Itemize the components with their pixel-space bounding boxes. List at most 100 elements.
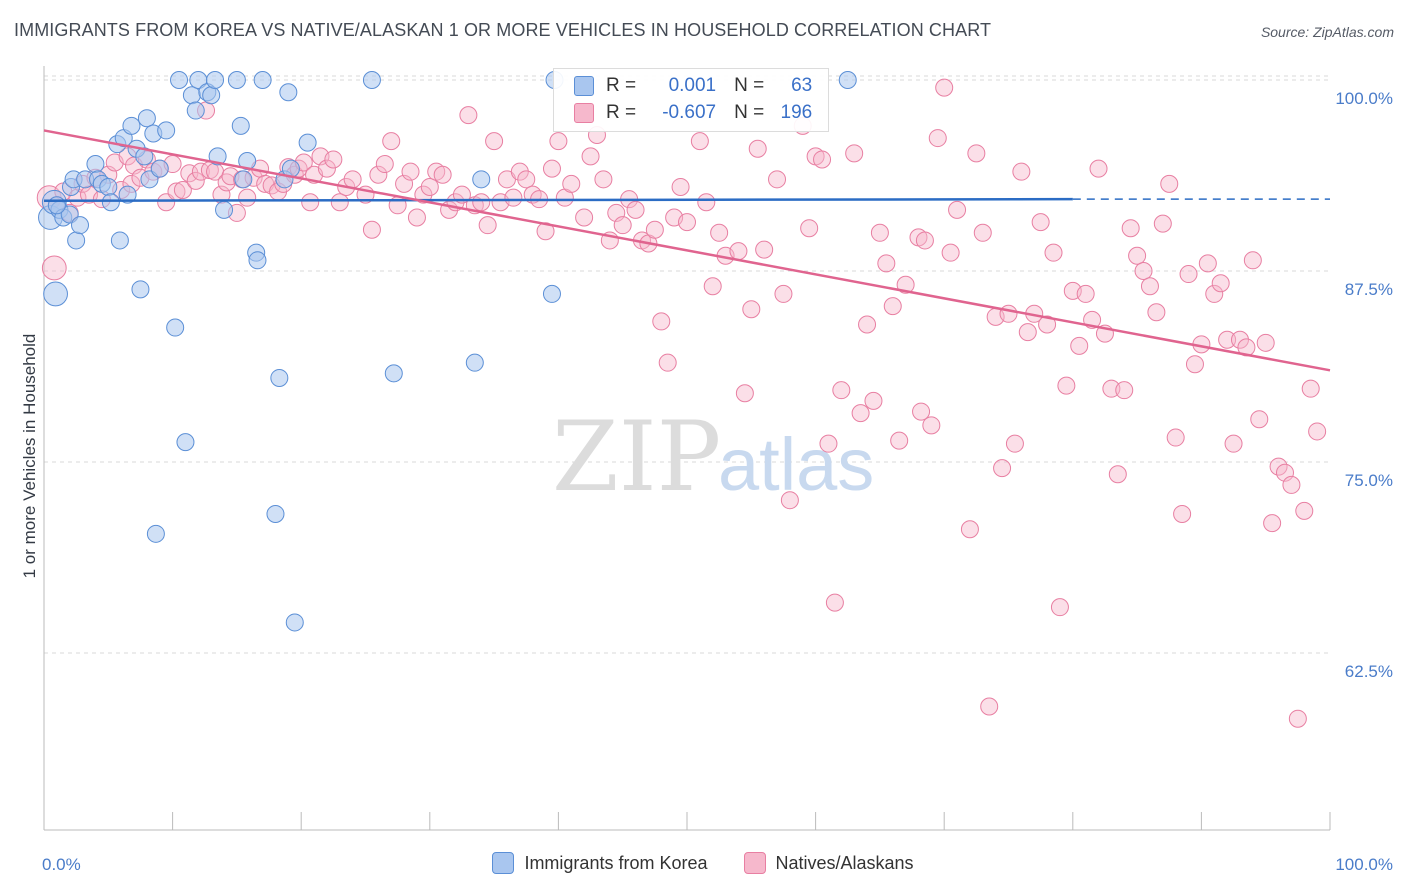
natives-point bbox=[1038, 315, 1057, 334]
korea-point bbox=[146, 524, 165, 543]
natives-point bbox=[301, 193, 320, 212]
natives-point bbox=[401, 162, 420, 181]
natives-point bbox=[883, 297, 902, 316]
korea-point bbox=[234, 170, 253, 189]
natives-point bbox=[1211, 274, 1230, 293]
natives-point bbox=[362, 220, 381, 239]
natives-point bbox=[613, 216, 632, 235]
natives-point bbox=[575, 208, 594, 227]
natives-point bbox=[755, 240, 774, 259]
korea-point bbox=[266, 504, 285, 523]
natives-point bbox=[858, 315, 877, 334]
natives-point bbox=[774, 284, 793, 303]
korea-point bbox=[270, 368, 289, 387]
natives-point bbox=[1128, 246, 1147, 265]
natives-point bbox=[973, 223, 992, 242]
natives-point bbox=[960, 520, 979, 539]
korea-point bbox=[285, 613, 304, 632]
natives-point bbox=[748, 139, 767, 158]
natives-point bbox=[1160, 174, 1179, 193]
korea-point bbox=[253, 71, 272, 89]
natives-point bbox=[1288, 709, 1307, 728]
natives-point bbox=[1218, 330, 1237, 349]
watermark-atlas: atlas bbox=[718, 423, 874, 506]
korea-point bbox=[86, 155, 105, 174]
korea-trend-line bbox=[43, 197, 1073, 202]
korea-point bbox=[465, 353, 484, 372]
natives-point bbox=[1102, 379, 1121, 398]
natives-point bbox=[825, 593, 844, 612]
natives-point bbox=[658, 353, 677, 372]
natives-point bbox=[703, 277, 722, 296]
natives-point bbox=[1121, 219, 1140, 238]
natives-point bbox=[735, 384, 754, 403]
korea-point bbox=[186, 101, 205, 120]
natives-point bbox=[690, 132, 709, 151]
korea-point bbox=[838, 71, 857, 89]
natives-point bbox=[1185, 355, 1204, 374]
natives-point bbox=[928, 129, 947, 148]
legend-swatch-korea bbox=[574, 76, 594, 96]
natives-point bbox=[1301, 379, 1320, 398]
legend-row-natives: R = -0.607 N = 196 bbox=[574, 100, 812, 126]
natives-point bbox=[870, 223, 889, 242]
korea-point bbox=[227, 71, 246, 89]
korea-point bbox=[206, 71, 225, 89]
natives-point bbox=[710, 223, 729, 242]
natives-point bbox=[890, 431, 909, 450]
series-legend: Immigrants from Korea Natives/Alaskans bbox=[0, 852, 1406, 874]
korea-point bbox=[101, 193, 120, 212]
korea-point bbox=[176, 433, 195, 452]
natives-point bbox=[1263, 514, 1282, 533]
korea-point bbox=[71, 216, 90, 235]
korea-point bbox=[248, 251, 267, 270]
natives-point bbox=[1018, 323, 1037, 342]
korea-point bbox=[182, 86, 201, 105]
korea-points bbox=[38, 71, 857, 632]
natives-point bbox=[768, 170, 787, 189]
natives-point bbox=[1256, 333, 1275, 352]
natives-point bbox=[1230, 330, 1249, 349]
natives-point bbox=[191, 162, 210, 181]
natives-point bbox=[1044, 243, 1063, 262]
y-tick-label: 100.0% bbox=[1335, 89, 1393, 108]
natives-point bbox=[1134, 262, 1153, 280]
natives-point bbox=[912, 402, 931, 421]
legend-n-label: N = bbox=[734, 102, 765, 123]
swatch-natives bbox=[743, 852, 766, 874]
natives-trend-line bbox=[43, 129, 1331, 372]
natives-point bbox=[375, 155, 394, 174]
natives-point bbox=[993, 459, 1012, 478]
korea-point bbox=[131, 280, 150, 299]
korea-point bbox=[362, 71, 381, 89]
legend-item-korea[interactable]: Immigrants from Korea bbox=[492, 852, 708, 874]
natives-point bbox=[594, 170, 613, 189]
natives-point bbox=[382, 132, 401, 151]
natives-point bbox=[472, 193, 491, 212]
watermark-zip: ZIP bbox=[552, 401, 721, 513]
natives-point bbox=[1250, 410, 1269, 429]
natives-point bbox=[517, 170, 536, 189]
natives-point bbox=[420, 177, 439, 196]
y-tick-labels: 100.0% 87.5% 75.0% 62.5% bbox=[1335, 89, 1393, 681]
natives-point bbox=[1057, 376, 1076, 395]
natives-point bbox=[800, 219, 819, 238]
axes bbox=[43, 66, 1331, 831]
watermark: ZIP atlas bbox=[552, 401, 874, 513]
x-tick-label: 100.0% bbox=[1335, 855, 1393, 874]
natives-point bbox=[41, 255, 67, 281]
legend-item-natives[interactable]: Natives/Alaskans bbox=[743, 852, 914, 874]
natives-point bbox=[238, 188, 257, 207]
natives-point bbox=[1295, 501, 1314, 520]
x-tick-label: 0.0% bbox=[42, 855, 81, 874]
natives-point bbox=[780, 491, 799, 510]
natives-point bbox=[173, 181, 192, 200]
natives-point bbox=[1166, 428, 1185, 447]
natives-point bbox=[1076, 284, 1095, 303]
natives-point bbox=[510, 162, 529, 181]
natives-point bbox=[1115, 381, 1134, 400]
natives-point bbox=[697, 193, 716, 212]
legend-r-value: -0.607 bbox=[662, 102, 717, 123]
natives-point bbox=[1243, 251, 1262, 270]
